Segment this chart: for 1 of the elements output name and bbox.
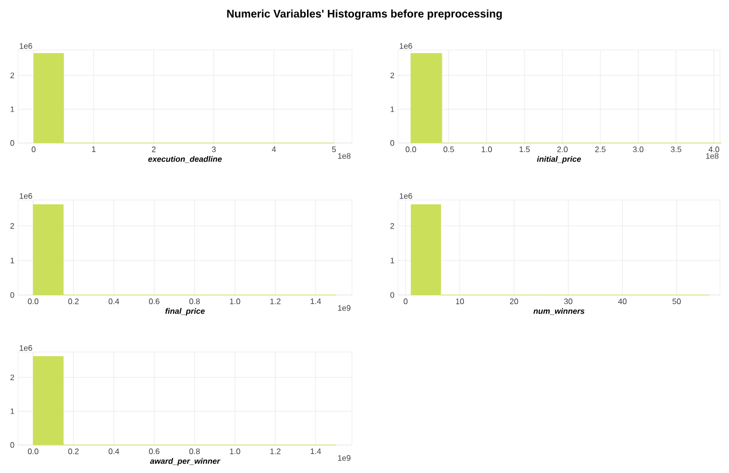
chart-title: Numeric Variables' Histograms before preprocessing: [227, 10, 502, 20]
